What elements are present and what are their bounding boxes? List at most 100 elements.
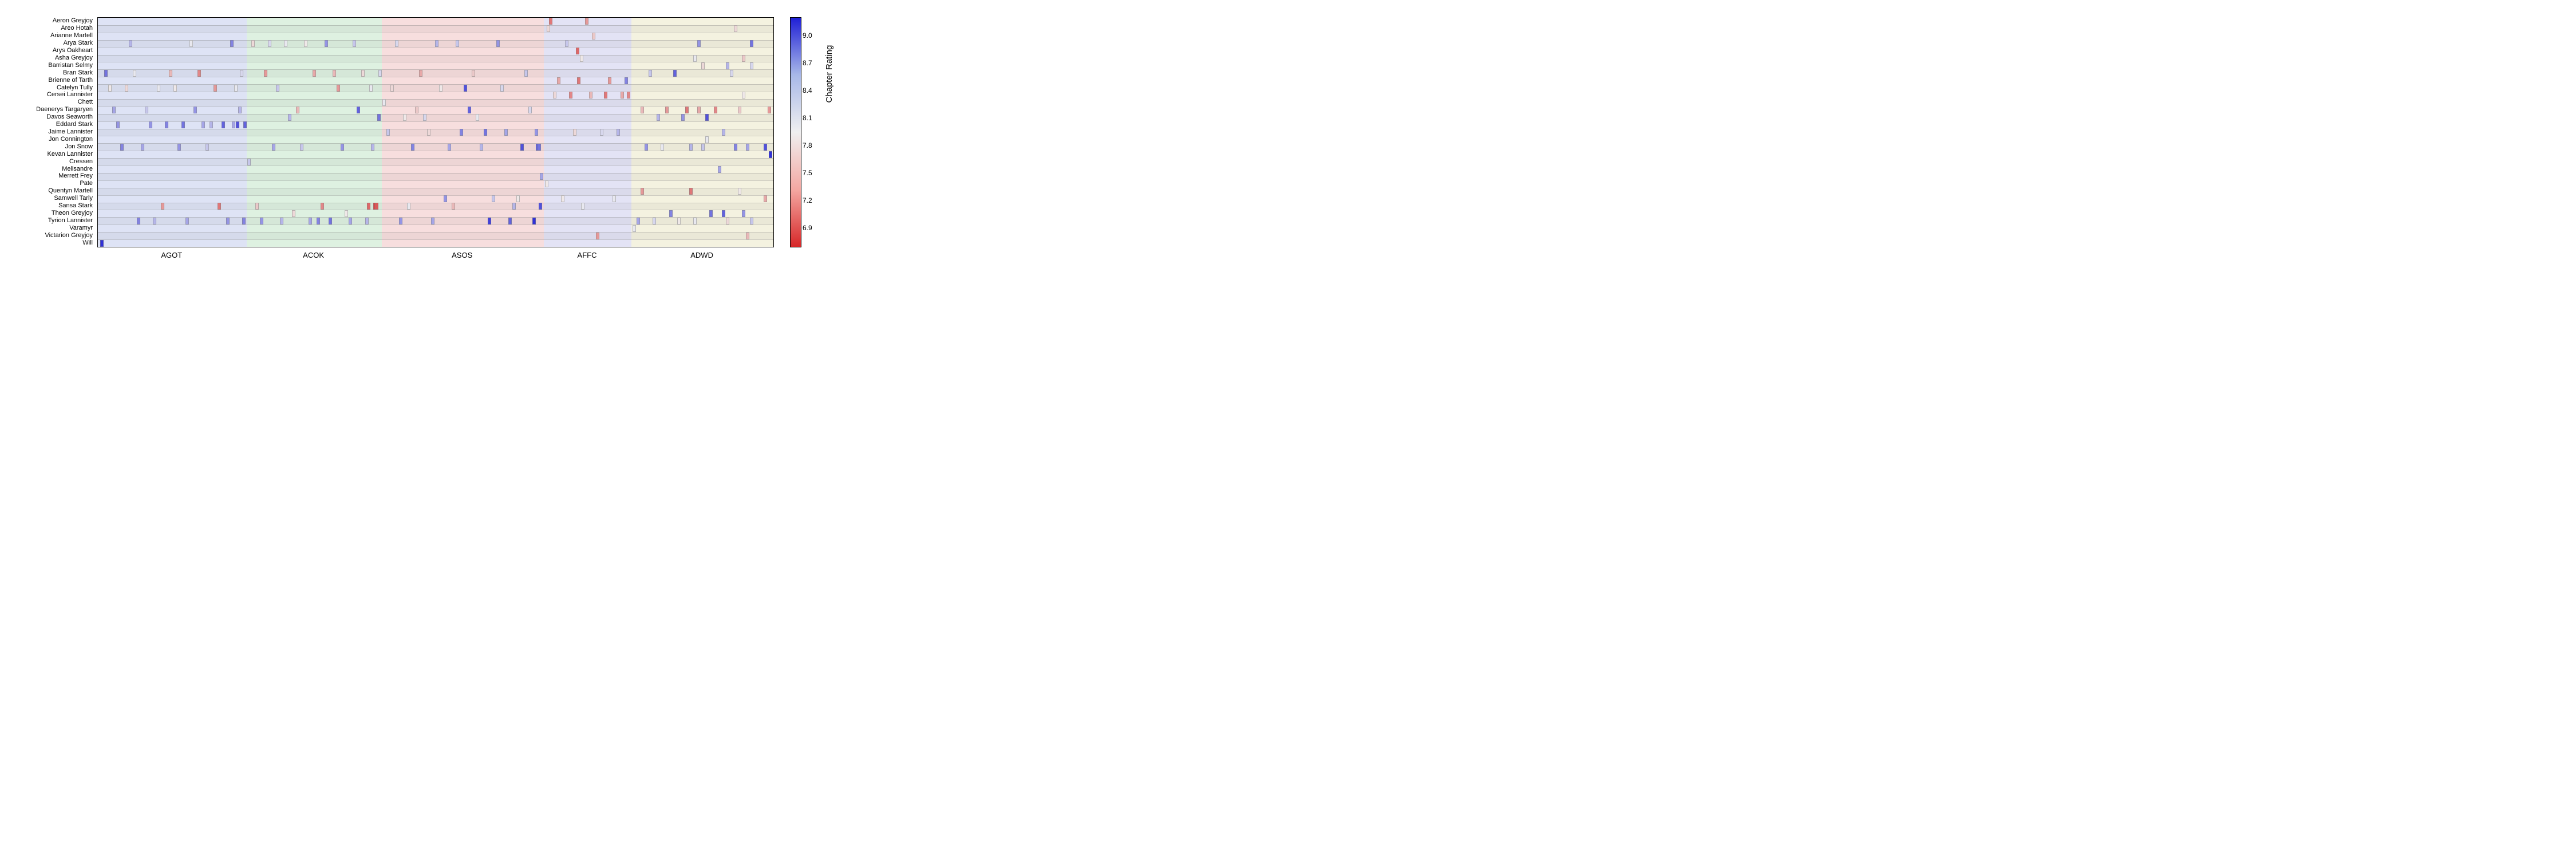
chapter-marker	[333, 70, 336, 77]
pov-chapter-ratings-chart: Aeron GreyjoyAreo HotahArianne MartellAr…	[11, 11, 830, 281]
chapter-marker	[508, 218, 512, 224]
chapter-marker	[669, 210, 673, 217]
chapter-marker	[769, 151, 772, 158]
chapter-marker	[276, 85, 279, 92]
y-label: Kevan Lannister	[48, 151, 93, 157]
chapter-marker	[185, 218, 189, 224]
chapter-marker	[137, 218, 140, 224]
chapter-marker	[423, 114, 426, 121]
chapter-marker	[292, 210, 295, 217]
chapter-marker	[112, 107, 116, 113]
chapter-marker	[390, 85, 394, 92]
y-label: Tyrion Lannister	[48, 217, 93, 224]
y-label: Pate	[80, 180, 93, 187]
y-label: Arianne Martell	[50, 32, 93, 39]
chapter-marker	[528, 107, 532, 113]
chapter-marker	[657, 114, 660, 121]
y-label: Areo Hotah	[61, 25, 93, 31]
chapter-marker	[197, 70, 201, 77]
chapter-marker	[206, 144, 209, 151]
chapter-marker	[464, 85, 467, 92]
chapter-marker	[173, 85, 177, 92]
chapter-marker	[547, 25, 550, 32]
chapter-marker	[321, 203, 324, 210]
chapter-marker	[120, 144, 124, 151]
chapter-marker	[764, 195, 767, 202]
chapter-marker	[472, 70, 475, 77]
chapter-marker	[468, 107, 471, 113]
chapter-marker	[345, 210, 348, 217]
chapter-marker	[353, 40, 356, 47]
chapter-marker	[431, 218, 434, 224]
chapter-marker	[460, 129, 463, 136]
chapter-marker	[202, 121, 205, 128]
chapter-marker	[157, 85, 160, 92]
chapter-marker	[161, 203, 164, 210]
chapter-marker	[709, 210, 713, 217]
chapter-marker	[108, 85, 112, 92]
chapter-marker	[693, 218, 697, 224]
y-label: Sansa Stark	[58, 202, 93, 209]
x-label-affc: AFFC	[578, 251, 597, 259]
y-label: Will	[82, 239, 93, 246]
chapter-marker	[641, 107, 644, 113]
chapter-marker	[565, 40, 568, 47]
chapter-marker	[141, 144, 144, 151]
y-label: Asha Greyjoy	[55, 54, 93, 61]
chapter-marker	[177, 144, 181, 151]
chapter-marker	[573, 129, 576, 136]
chapter-marker	[329, 218, 332, 224]
chapter-marker	[251, 40, 255, 47]
chapter-marker	[100, 240, 104, 247]
chapter-marker	[689, 144, 693, 151]
chapter-marker	[580, 55, 583, 62]
chapter-marker	[604, 92, 607, 98]
chapter-marker	[520, 144, 524, 151]
chapter-marker	[701, 144, 705, 151]
chapter-marker	[309, 218, 312, 224]
chapter-marker	[621, 92, 624, 98]
chapter-marker	[129, 40, 132, 47]
chapter-marker	[349, 218, 352, 224]
chapter-marker	[232, 121, 235, 128]
chapter-marker	[685, 107, 689, 113]
chapter-marker	[369, 85, 373, 92]
chapter-marker	[645, 144, 648, 151]
chapter-marker	[435, 40, 438, 47]
chapter-marker	[742, 92, 745, 98]
chapter-marker	[722, 210, 725, 217]
chapter-marker	[399, 218, 402, 224]
chapter-marker	[165, 121, 168, 128]
chapter-marker	[705, 114, 709, 121]
chapter-marker	[768, 107, 771, 113]
colorbar-tick: 7.8	[803, 141, 812, 149]
chapter-marker	[637, 218, 640, 224]
chapter-marker	[524, 70, 528, 77]
chapter-marker	[589, 92, 592, 98]
chapter-marker	[296, 107, 299, 113]
chapter-marker	[403, 114, 406, 121]
chapter-marker	[693, 55, 697, 62]
chapter-marker	[569, 92, 572, 98]
chapter-marker	[764, 144, 767, 151]
chapter-marker	[532, 218, 536, 224]
chapter-marker	[649, 70, 652, 77]
chapter-marker	[750, 40, 753, 47]
chapter-marker	[512, 203, 516, 210]
y-label: Theon Greyjoy	[52, 210, 93, 216]
chapter-marker	[452, 203, 455, 210]
y-label: Barristan Selmy	[48, 62, 93, 69]
chapter-marker	[145, 107, 148, 113]
chapter-marker	[395, 40, 398, 47]
chapter-marker	[496, 40, 500, 47]
chapter-marker	[535, 129, 538, 136]
chapter-marker	[255, 203, 259, 210]
chapter-marker	[242, 218, 246, 224]
chapter-marker	[545, 180, 548, 187]
plot-area	[97, 17, 774, 247]
chapter-marker	[300, 144, 303, 151]
chapter-marker	[726, 62, 729, 69]
chapter-marker	[367, 203, 370, 210]
y-label: Merrett Frey	[58, 172, 93, 179]
y-label: Cressen	[69, 158, 93, 165]
